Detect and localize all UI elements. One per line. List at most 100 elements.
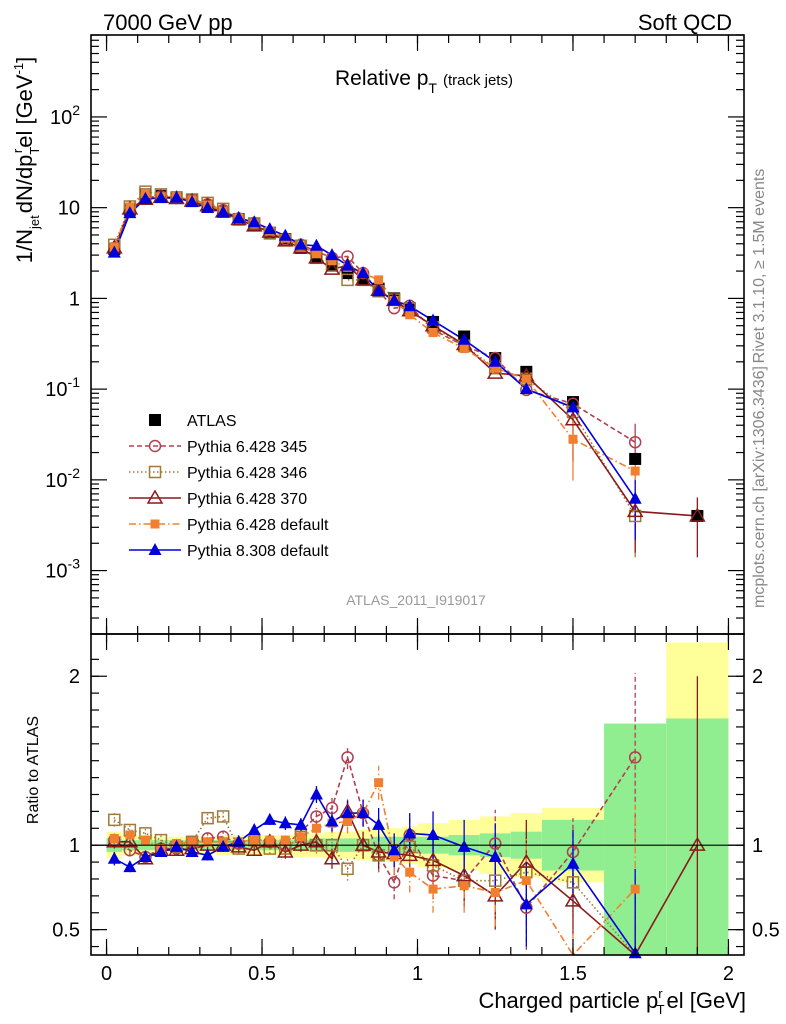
ratio-point-pythia-6-428-370: [121, 833, 139, 848]
point-pythia-8-308-default: [426, 313, 440, 326]
y-tick-label: 10-3: [45, 556, 80, 583]
ratio-point-pythia-8-308-default: [519, 897, 533, 910]
ratio-point-pythia-6-428-345: [628, 751, 642, 764]
ratio-point-pythia-6-428-370: [292, 836, 310, 851]
point-pythia-8-308-default: [341, 258, 355, 271]
ratio-point-pythia-6-428-370: [354, 836, 372, 851]
point-pythia-8-308-default: [628, 491, 642, 504]
ratio-point-pythia-6-428-370: [277, 843, 294, 858]
ratio-point-pythia-6-428-346: [201, 811, 214, 825]
x-axis-label: Charged particle pr Tel [GeV]: [478, 986, 746, 1017]
point-pythia-8-308-default: [216, 205, 230, 218]
point-pythia-8-308-default: [170, 190, 184, 203]
point-pythia-8-308-default: [356, 266, 370, 279]
point-pythia-8-308-default: [185, 195, 199, 208]
ratio-point-pythia-6-428-default: [343, 817, 353, 827]
point-pythia-8-308-default: [107, 245, 121, 258]
point-pythia-8-308-default: [278, 228, 292, 241]
ratio-point-pythia-8-308-default: [247, 822, 261, 835]
ratio-point-pythia-6-428-370: [424, 851, 442, 867]
ratio-y-tick-label: 1: [69, 835, 80, 857]
ratio-point-pythia-8-308-default: [341, 806, 355, 819]
ratio-point-pythia-6-428-default: [459, 881, 469, 891]
ratio-y-tick-label: 2: [69, 666, 80, 688]
ratio-point-pythia-6-428-370: [564, 892, 582, 907]
point-pythia-8-308-default: [247, 215, 261, 228]
ratio-y-axis-label: Ratio to ATLAS: [25, 716, 42, 824]
ratio-point-pythia-8-308-default: [356, 806, 370, 819]
point-pythia-8-308-default: [488, 354, 502, 367]
x-tick-label: 0: [101, 963, 112, 985]
legend-marker-pythia-8-308-default: [148, 543, 162, 555]
point-pythia-6-428-default: [490, 363, 500, 373]
header-right: Soft QCD: [638, 10, 732, 35]
ratio-point-pythia-6-428-345: [426, 869, 440, 882]
data-markers: [106, 185, 706, 959]
ratio-point-pythia-6-428-346: [566, 876, 580, 889]
point-pythia-8-308-default: [154, 190, 168, 203]
ratio-point-pythia-6-428-370: [370, 843, 387, 858]
ratio-point-pythia-8-308-default: [232, 834, 246, 847]
point-pythia-6-428-346: [341, 273, 354, 287]
legend-label-pythia-6-428-345: Pythia 6.428 345: [187, 439, 307, 456]
ratio-point-pythia-6-428-default: [428, 884, 438, 894]
ratio-point-pythia-8-308-default: [488, 850, 502, 863]
ratio-point-pythia-6-428-370: [308, 833, 325, 848]
ratio-point-pythia-6-428-default: [374, 778, 384, 788]
point-pythia-6-428-default: [311, 249, 321, 259]
ratio-point-pythia-8-308-default: [387, 843, 401, 856]
rivet-version: Rivet 3.1.10, ≥ 1.5M events: [751, 169, 768, 364]
ratio-point-pythia-6-428-370: [401, 846, 419, 862]
ratio-point-pythia-8-308-default: [107, 851, 121, 864]
legend-label-atlas: ATLAS: [187, 413, 237, 430]
ratio-point-pythia-6-428-default: [630, 884, 640, 894]
ratio-point-pythia-6-428-370: [323, 850, 341, 865]
point-pythia-6-428-default: [428, 328, 438, 338]
ratio-point-pythia-6-428-default: [187, 837, 197, 847]
ratio-point-pythia-8-308-default: [201, 848, 215, 861]
ratio-point-pythia-6-428-default: [521, 876, 531, 886]
point-pythia-8-308-default: [457, 332, 471, 345]
ratio-point-pythia-8-308-default: [325, 814, 339, 827]
y-axis-label: 1/NjetdN/dpTrel [GeV-1]: [10, 57, 42, 264]
ratio-point-pythia-8-308-default: [138, 850, 152, 863]
ratio-point-pythia-8-308-default: [216, 839, 230, 852]
y-tick-label: 10: [58, 198, 80, 220]
ratio-point-pythia-8-308-default: [403, 826, 417, 839]
ratio-point-pythia-6-428-default: [109, 833, 119, 843]
ratio-point-pythia-6-428-default: [140, 835, 150, 845]
point-pythia-6-428-370: [354, 271, 372, 286]
point-pythia-8-308-default: [138, 191, 152, 204]
ratio-point-pythia-6-428-default: [265, 835, 275, 845]
ratio-point-pythia-6-428-default: [249, 835, 259, 845]
ratio-point-pythia-8-308-default: [263, 812, 277, 825]
ratio-point-pythia-8-308-default: [426, 828, 440, 841]
point-pythia-8-308-default: [201, 201, 215, 214]
analysis-id: ATLAS_2011_I919017: [346, 592, 486, 608]
ratio-point-pythia-6-428-346: [403, 840, 416, 854]
point-pythia-6-428-default: [374, 275, 384, 285]
y-tick-label: 1: [69, 288, 80, 310]
ratio-point-pythia-6-428-default: [125, 830, 135, 840]
point-pythia-6-428-370: [323, 260, 341, 275]
ratio-point-pythia-6-428-default: [490, 887, 500, 897]
point-atlas: [629, 452, 642, 465]
point-pythia-8-308-default: [566, 400, 580, 413]
ratio-y-tick-label-right: 2: [752, 666, 763, 688]
ratio-point-pythia-6-428-default: [203, 837, 213, 847]
ratio-point-pythia-8-308-default: [457, 839, 471, 852]
point-pythia-6-428-370: [564, 411, 582, 426]
legend-label-pythia-6-428-346: Pythia 6.428 346: [187, 465, 307, 482]
ratio-point-pythia-8-308-default: [309, 787, 323, 800]
ratio-point-pythia-6-428-default: [405, 867, 415, 877]
ratio-point-pythia-8-308-default: [278, 816, 292, 829]
ratio-point-pythia-6-428-346: [108, 813, 121, 827]
y-tick-label: 102: [50, 102, 80, 129]
x-tick-label: 1: [412, 963, 423, 985]
series-line-pythia-6-428-345: [113, 195, 636, 443]
ratio-point-pythia-8-308-default: [294, 817, 308, 830]
y-tick-label: 10-1: [45, 374, 80, 401]
legend-label-pythia-8-308-default: Pythia 8.308 default: [187, 543, 329, 560]
point-pythia-8-308-default: [309, 238, 323, 251]
